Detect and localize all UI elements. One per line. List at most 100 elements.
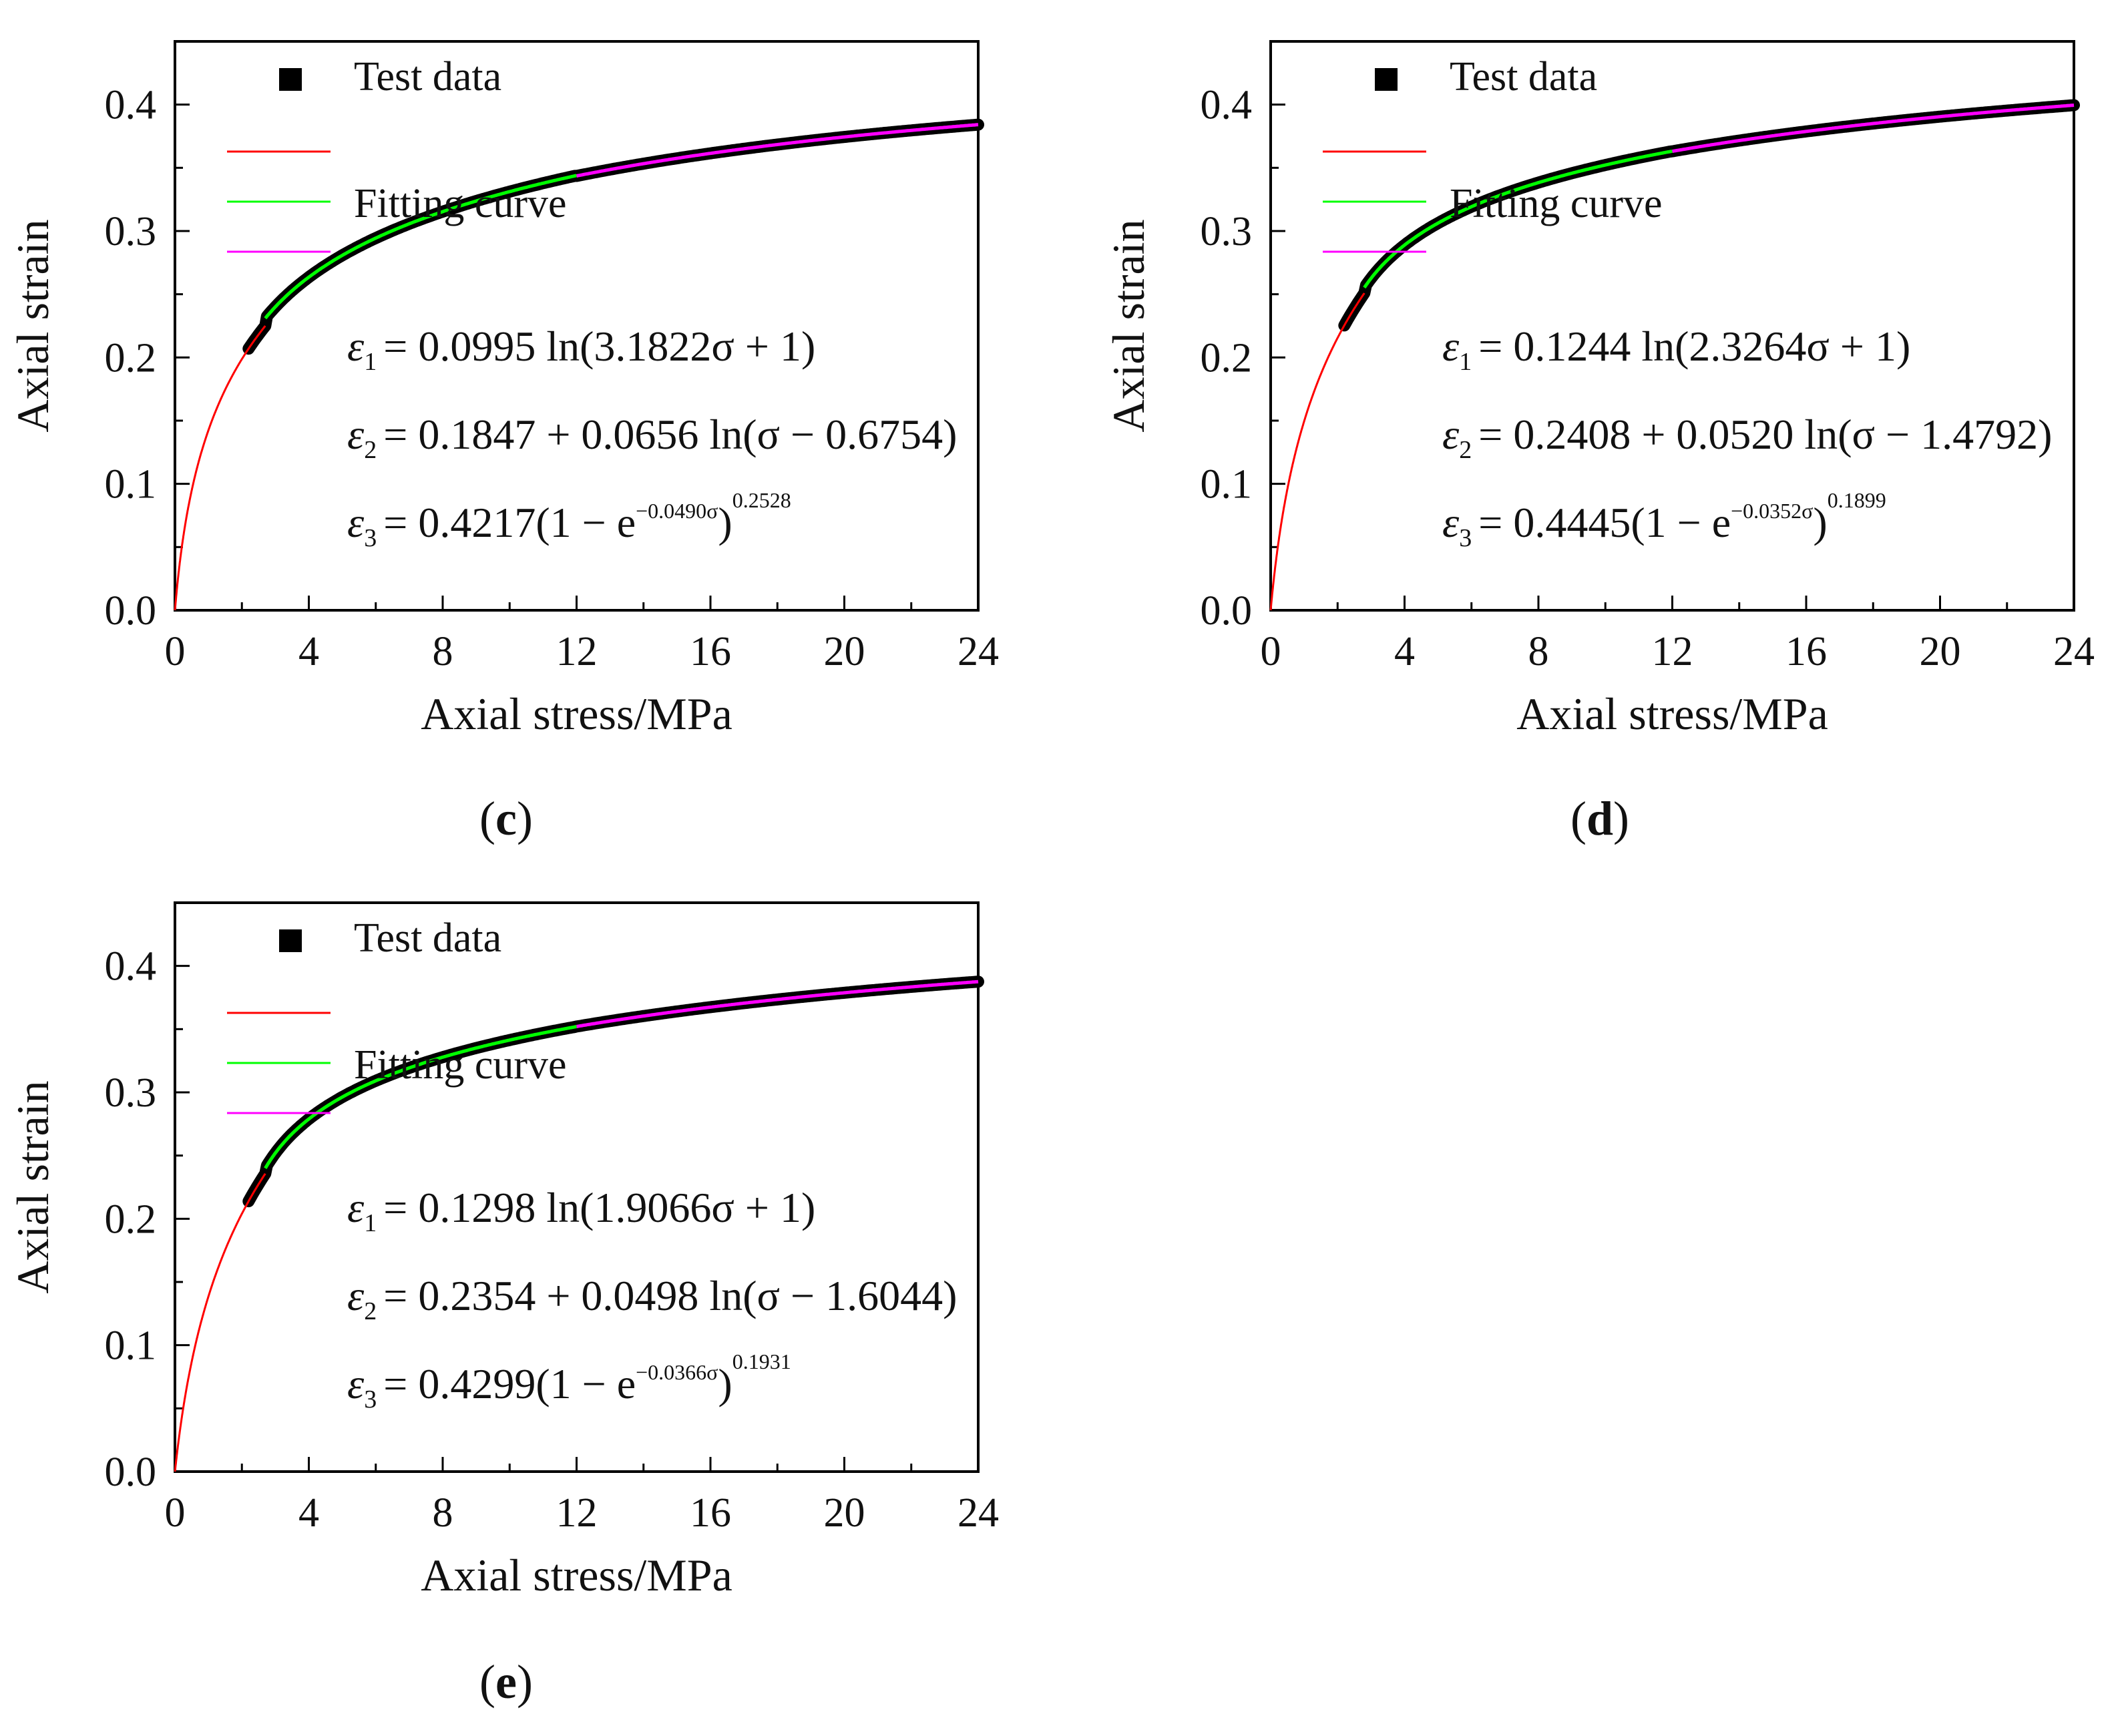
test-data-markers bbox=[242, 975, 984, 1208]
equation-subscript: 2 bbox=[364, 1297, 377, 1325]
equation-power: 0.1899 bbox=[1828, 488, 1886, 512]
caption-e: (e) bbox=[479, 1655, 533, 1709]
legend-fitting-curve-label: Fitting curve bbox=[354, 181, 567, 226]
x-tick-label: 12 bbox=[1652, 629, 1693, 674]
y-tick-label: 0.0 bbox=[1201, 588, 1253, 634]
equation-rhs: = 0.1298 ln(1.9066σ + 1) bbox=[383, 1184, 815, 1231]
legend-test-data-label: Test data bbox=[1450, 54, 1597, 99]
x-tick-label: 8 bbox=[1528, 629, 1549, 674]
x-tick-label: 16 bbox=[690, 1490, 731, 1536]
equation-close-paren: ) bbox=[718, 499, 732, 546]
x-tick-label: 16 bbox=[1785, 629, 1827, 674]
x-tick-label: 24 bbox=[958, 1490, 999, 1536]
caption-e-letter: e bbox=[495, 1655, 517, 1709]
equation-rhs: = 0.2408 + 0.0520 ln(σ − 1.4792) bbox=[1478, 411, 2052, 458]
x-tick-label: 20 bbox=[824, 1490, 865, 1536]
x-tick-label: 24 bbox=[2053, 629, 2095, 674]
fit-curve-ε2 bbox=[264, 174, 577, 320]
legend-fitting-curve-label: Fitting curve bbox=[354, 1042, 567, 1088]
equation-power: 0.1931 bbox=[732, 1349, 791, 1373]
equation-close-paren: ) bbox=[718, 1360, 732, 1407]
equation-3: ε3 = 0.4217(1 − e−0.0490σ)0.2528 bbox=[347, 488, 791, 552]
fit-curve-ε3 bbox=[1672, 103, 2075, 154]
fit-curve-ε3 bbox=[576, 980, 979, 1028]
caption-d-letter: d bbox=[1586, 792, 1614, 845]
equation-exponent: −0.0366σ bbox=[636, 1360, 718, 1384]
equation-subscript: 1 bbox=[1459, 348, 1472, 376]
y-tick-label: 0.1 bbox=[105, 1323, 157, 1369]
equation-3: ε3 = 0.4299(1 − e−0.0366σ)0.1931 bbox=[347, 1349, 791, 1414]
legend-test-data-label: Test data bbox=[354, 54, 501, 99]
equation-rhs: = 0.4299(1 − e bbox=[383, 1360, 636, 1407]
caption-c-letter: c bbox=[495, 792, 517, 845]
x-tick-label: 4 bbox=[298, 1490, 319, 1536]
equation-close-paren: ) bbox=[1813, 499, 1827, 546]
fit-curve-ε1 bbox=[174, 325, 266, 611]
x-tick-label: 8 bbox=[433, 1490, 453, 1536]
y-axis-title: Axial strain bbox=[1103, 219, 1154, 432]
equation-lhs: ε bbox=[1442, 322, 1460, 370]
x-tick-label: 8 bbox=[433, 629, 453, 674]
equation-1: ε1 = 0.1244 ln(2.3264σ + 1) bbox=[1442, 322, 1910, 376]
equation-rhs: = 0.4445(1 − e bbox=[1478, 499, 1731, 546]
fit-curve-ε2 bbox=[1363, 149, 1673, 289]
y-tick-label: 0.1 bbox=[1201, 462, 1253, 507]
equation-lhs: ε bbox=[1442, 499, 1460, 546]
x-axis-title: Axial stress/MPa bbox=[1516, 688, 1828, 739]
y-axis-title: Axial strain bbox=[7, 1080, 58, 1293]
equation-1: ε1 = 0.1298 ln(1.9066σ + 1) bbox=[347, 1184, 815, 1237]
equation-lhs: ε bbox=[1442, 411, 1460, 458]
x-axis-title: Axial stress/MPa bbox=[421, 688, 732, 739]
x-tick-label: 20 bbox=[1920, 629, 1961, 674]
equation-power: 0.2528 bbox=[732, 488, 791, 512]
y-tick-label: 0.3 bbox=[1201, 209, 1253, 254]
x-tick-label: 0 bbox=[165, 1490, 186, 1536]
y-tick-label: 0.3 bbox=[105, 1070, 157, 1116]
x-tick-label: 0 bbox=[1261, 629, 1281, 674]
x-tick-label: 0 bbox=[165, 629, 186, 674]
equation-rhs: = 0.4217(1 − e bbox=[383, 499, 636, 546]
x-tick-label: 20 bbox=[824, 629, 865, 674]
fit-curve-ε1 bbox=[174, 1172, 266, 1472]
equation-lhs: ε bbox=[347, 1184, 365, 1231]
equation-lhs: ε bbox=[347, 322, 365, 370]
test-data-markers bbox=[242, 118, 984, 355]
x-tick-label: 12 bbox=[556, 629, 598, 674]
y-tick-label: 0.3 bbox=[105, 209, 157, 254]
equation-subscript: 2 bbox=[1459, 436, 1472, 464]
equation-lhs: ε bbox=[347, 411, 365, 458]
x-tick-label: 12 bbox=[556, 1490, 598, 1536]
equation-lhs: ε bbox=[347, 1360, 365, 1407]
equation-rhs: = 0.2354 + 0.0498 ln(σ − 1.6044) bbox=[383, 1272, 957, 1319]
equation-subscript: 3 bbox=[364, 1385, 377, 1414]
legend-fitting-curve-label: Fitting curve bbox=[1450, 181, 1663, 226]
fit-curve-ε3 bbox=[576, 123, 979, 178]
x-tick-label: 4 bbox=[298, 629, 319, 674]
equation-subscript: 2 bbox=[364, 436, 377, 464]
equation-subscript: 3 bbox=[364, 524, 377, 552]
y-tick-label: 0.2 bbox=[1201, 335, 1253, 381]
equation-2: ε2 = 0.2408 + 0.0520 ln(σ − 1.4792) bbox=[1442, 411, 2052, 464]
fit-curve-ε1 bbox=[1269, 292, 1365, 611]
legend-square-marker bbox=[279, 929, 302, 952]
legend-square-marker bbox=[279, 68, 302, 91]
equation-1: ε1 = 0.0995 ln(3.1822σ + 1) bbox=[347, 322, 815, 376]
equation-exponent: −0.0490σ bbox=[636, 499, 718, 523]
equation-2: ε2 = 0.2354 + 0.0498 ln(σ − 1.6044) bbox=[347, 1272, 957, 1325]
equation-exponent: −0.0352σ bbox=[1731, 499, 1813, 523]
equation-rhs: = 0.0995 ln(3.1822σ + 1) bbox=[383, 322, 815, 370]
y-tick-label: 0.2 bbox=[105, 335, 157, 381]
x-tick-label: 4 bbox=[1394, 629, 1415, 674]
y-axis-title: Axial strain bbox=[7, 219, 58, 432]
x-tick-label: 16 bbox=[690, 629, 731, 674]
y-tick-label: 0.4 bbox=[1201, 83, 1253, 128]
y-tick-label: 0.0 bbox=[105, 1450, 157, 1495]
equation-subscript: 1 bbox=[364, 1209, 377, 1237]
y-tick-label: 0.2 bbox=[105, 1197, 157, 1242]
equation-lhs: ε bbox=[347, 1272, 365, 1319]
caption-d: (d) bbox=[1570, 792, 1630, 845]
